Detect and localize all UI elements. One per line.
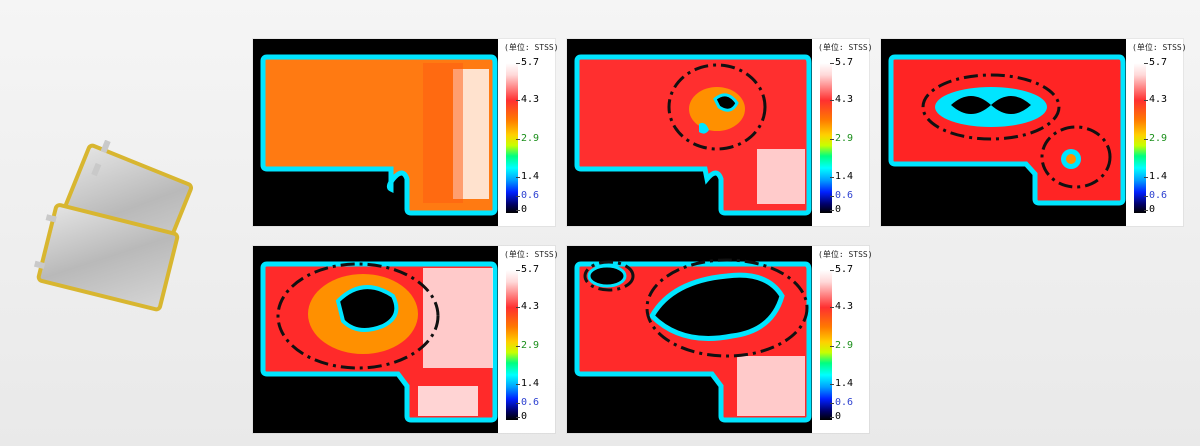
tick-label: 4.3: [829, 301, 854, 312]
tick-label: 0.6: [829, 190, 854, 201]
tick-label: 1.4: [829, 171, 854, 182]
colorbar: (单位: STSS) 5.7 4.3 2.9 1.4 0.6 0: [1126, 39, 1187, 226]
tick-label: 0.6: [515, 397, 540, 408]
tick-label: 2.9: [829, 340, 854, 351]
tick-label: 2.9: [515, 340, 540, 351]
tick-label: 5.7: [515, 57, 540, 68]
heatmap-panel-4: (单位: STSS) 5.7 4.3 2.9 1.4 0.6 0: [253, 246, 559, 433]
tick-label: 0: [515, 204, 528, 215]
tick-label: 0: [515, 411, 528, 422]
tick-label: 5.7: [1143, 57, 1168, 68]
thermal-map: [567, 39, 812, 226]
tick-label: 5.7: [515, 264, 540, 275]
colorbar-unit-label: (单位: STSS): [504, 250, 559, 259]
tick-label: 0.6: [515, 190, 540, 201]
colorbar: (单位: STSS) 5.7 4.3 2.9 1.4 0.6 0: [812, 246, 873, 433]
tick-label: 5.7: [829, 57, 854, 68]
tick-label: 1.4: [829, 378, 854, 389]
colorbar-gradient: [1134, 63, 1146, 213]
tick-label: 2.9: [1143, 133, 1168, 144]
tick-label: 0: [1143, 204, 1156, 215]
colorbar-gradient: [820, 63, 832, 213]
colorbar-unit-label: (单位: STSS): [504, 43, 559, 52]
heatmap-panel-3: (单位: STSS) 5.7 4.3 2.9 1.4 0.6 0: [881, 39, 1187, 226]
tick-label: 4.3: [829, 94, 854, 105]
heatmap-panel-1: (单位: STSS) 5.7 4.3 2.9 1.4 0.6 0: [253, 39, 559, 226]
tick-label: 4.3: [515, 94, 540, 105]
tick-label: 1.4: [515, 171, 540, 182]
tick-label: 0: [829, 204, 842, 215]
colorbar: (单位: STSS) 5.7 4.3 2.9 1.4 0.6 0: [812, 39, 873, 226]
tick-label: 0: [829, 411, 842, 422]
colorbar-gradient: [506, 270, 518, 420]
tick-label: 2.9: [515, 133, 540, 144]
colorbar-unit-label: (单位: STSS): [818, 250, 873, 259]
heatmap-panel-5: (单位: STSS) 5.7 4.3 2.9 1.4 0.6 0: [567, 246, 873, 433]
thermal-map: [253, 39, 498, 226]
tick-label: 1.4: [515, 378, 540, 389]
colorbar: (单位: STSS) 5.7 4.3 2.9 1.4 0.6 0: [498, 246, 559, 433]
tick-label: 4.3: [515, 301, 540, 312]
thermal-map: [253, 246, 498, 433]
tick-label: 2.9: [829, 133, 854, 144]
heatmap-panel-2: (单位: STSS) 5.7 4.3 2.9 1.4 0.6 0: [567, 39, 873, 226]
battery-cell-photo: [33, 140, 194, 312]
colorbar-gradient: [506, 63, 518, 213]
tick-label: 0.6: [1143, 190, 1168, 201]
colorbar-unit-label: (单位: STSS): [818, 43, 873, 52]
thermal-map: [567, 246, 812, 433]
colorbar-unit-label: (单位: STSS): [1132, 43, 1187, 52]
colorbar-gradient: [820, 270, 832, 420]
tick-label: 4.3: [1143, 94, 1168, 105]
thermal-map: [881, 39, 1126, 226]
tick-label: 1.4: [1143, 171, 1168, 182]
colorbar: (单位: STSS) 5.7 4.3 2.9 1.4 0.6 0: [498, 39, 559, 226]
tick-label: 0.6: [829, 397, 854, 408]
tick-label: 5.7: [829, 264, 854, 275]
